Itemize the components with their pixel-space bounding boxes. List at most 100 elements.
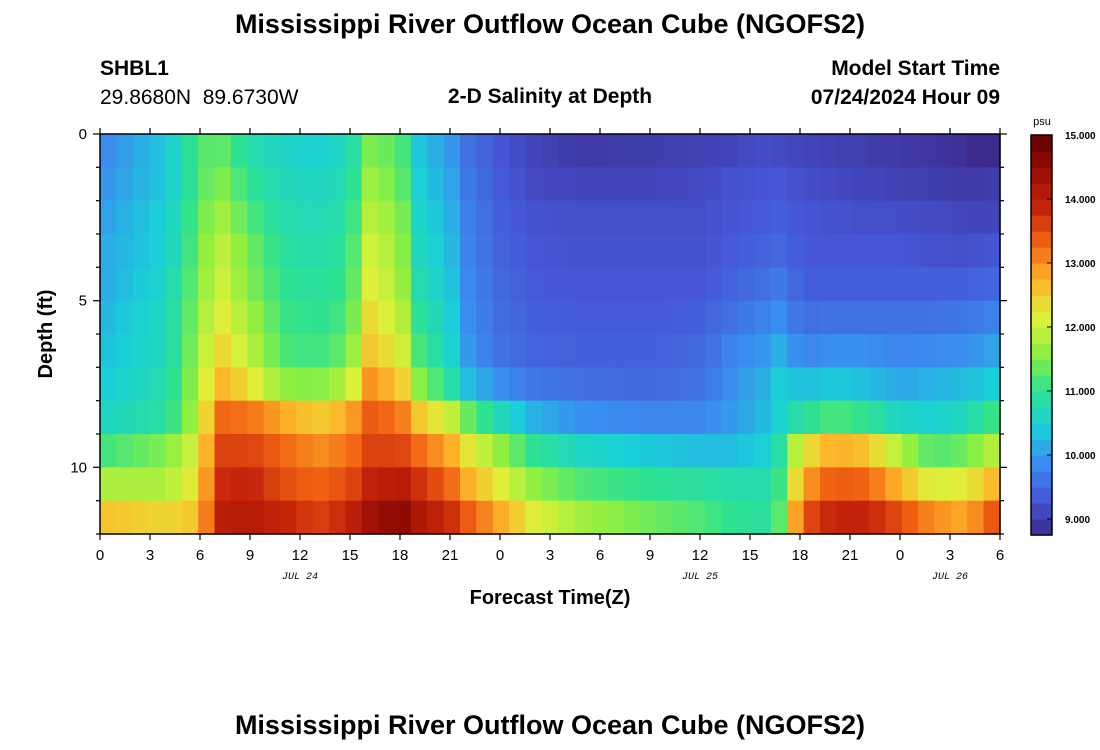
heatmap-cell [525, 467, 543, 502]
heatmap-cell [149, 334, 167, 368]
heatmap-cell [803, 434, 821, 468]
colorbar-unit: psu [1033, 116, 1051, 128]
heatmap-cell [312, 267, 330, 302]
heatmap-cell [230, 134, 248, 168]
heatmap-cell [590, 434, 608, 468]
heatmap-cell [967, 367, 985, 402]
heatmap-cell [247, 334, 265, 368]
y-tick-label: 0 [79, 126, 87, 143]
heatmap-cell [230, 267, 248, 302]
heatmap-cell [901, 400, 919, 435]
heatmap-cell [165, 200, 183, 235]
heatmap-cell [394, 400, 412, 435]
heatmap-cell [672, 200, 690, 235]
heatmap-cell [656, 467, 674, 502]
colorbar-tick-label: 14.000 [1065, 195, 1096, 206]
heatmap-cell [263, 334, 281, 368]
heatmap-cell [410, 234, 428, 268]
heatmap-cell [803, 400, 821, 435]
heatmap-cell [394, 334, 412, 368]
heatmap-cell [214, 400, 232, 435]
heatmap-cell [263, 134, 281, 168]
heatmap-cell [165, 134, 183, 168]
heatmap-cell [869, 500, 887, 535]
heatmap-cell [950, 267, 968, 302]
heatmap-cell [443, 434, 461, 468]
colorbar-segment [1031, 471, 1052, 488]
heatmap-cell [574, 167, 592, 202]
heatmap-cell [574, 300, 592, 335]
heatmap-cell [754, 367, 772, 402]
heatmap-cell [623, 434, 641, 468]
heatmap-cell [214, 334, 232, 368]
heatmap-cell [312, 200, 330, 235]
heatmap-cell [263, 467, 281, 502]
heatmap-cell [280, 267, 297, 302]
plot-axes: 0 3 6 9 12 15 18 21 0 3 6 9 12 15 18 21 0 3 6 JUL 24 JUL 25 J… [70, 126, 1007, 583]
heatmap-cell [607, 134, 625, 168]
heatmap-cell [427, 434, 445, 468]
heatmap-cell [460, 300, 477, 335]
heatmap-cell [607, 300, 625, 335]
heatmap-cell [198, 400, 216, 435]
heatmap-cell [541, 134, 559, 168]
heatmap-cell [492, 367, 510, 402]
station-id: SHBL1 [100, 57, 169, 80]
heatmap-cell [574, 267, 592, 302]
heatmap-cell [476, 367, 494, 402]
heatmap-cell [754, 234, 772, 268]
colorbar-segment [1031, 391, 1052, 408]
heatmap-cell [901, 134, 919, 168]
heatmap-cell [361, 267, 379, 302]
heatmap-cell [640, 367, 657, 402]
station-coordinates: 29.8680N 89.6730W [100, 86, 299, 109]
heatmap-cell [345, 334, 363, 368]
heatmap-cell [427, 167, 445, 202]
heatmap-cell [934, 434, 952, 468]
heatmap-cell [378, 467, 396, 502]
heatmap-cell [689, 500, 707, 535]
heatmap-cell [852, 300, 870, 335]
heatmap-cell [509, 300, 527, 335]
heatmap-cell [116, 300, 134, 335]
heatmap-cell [803, 134, 821, 168]
heatmap-cell [640, 500, 657, 535]
heatmap-cell [738, 300, 756, 335]
heatmap-cell [492, 467, 510, 502]
heatmap-cell [640, 334, 657, 368]
heatmap-cell [296, 234, 314, 268]
colorbar-segment [1031, 487, 1052, 504]
heatmap-cell [885, 200, 903, 235]
heatmap-cell [214, 367, 232, 402]
heatmap-cell [460, 267, 477, 302]
heatmap-cell [214, 167, 232, 202]
heatmap-cell [983, 400, 1001, 435]
heatmap-cell [280, 467, 297, 502]
heatmap-cell [590, 267, 608, 302]
heatmap-cell [656, 400, 674, 435]
heatmap-cell [918, 334, 936, 368]
heatmap-cell [541, 467, 559, 502]
heatmap-cell [132, 300, 150, 335]
heatmap-cell [214, 234, 232, 268]
heatmap-cell [100, 434, 117, 468]
heatmap-cell [672, 334, 690, 368]
heatmap-cell [116, 234, 134, 268]
heatmap-cell [361, 334, 379, 368]
heatmap-cell [656, 334, 674, 368]
heatmap-cell [852, 334, 870, 368]
heatmap-cell [443, 334, 461, 368]
heatmap-cell [312, 334, 330, 368]
heatmap-cell [116, 334, 134, 368]
heatmap-cell [296, 400, 314, 435]
page-title: Mississippi River Outflow Ocean Cube (NG… [234, 9, 866, 39]
heatmap-cell [361, 167, 379, 202]
heatmap-cell [345, 367, 363, 402]
heatmap-cell [689, 134, 707, 168]
heatmap-cell [181, 200, 199, 235]
heatmap-cell [754, 267, 772, 302]
heatmap-cell [427, 467, 445, 502]
heatmap-cell [950, 200, 968, 235]
heatmap-cell [132, 234, 150, 268]
heatmap-cell [230, 234, 248, 268]
